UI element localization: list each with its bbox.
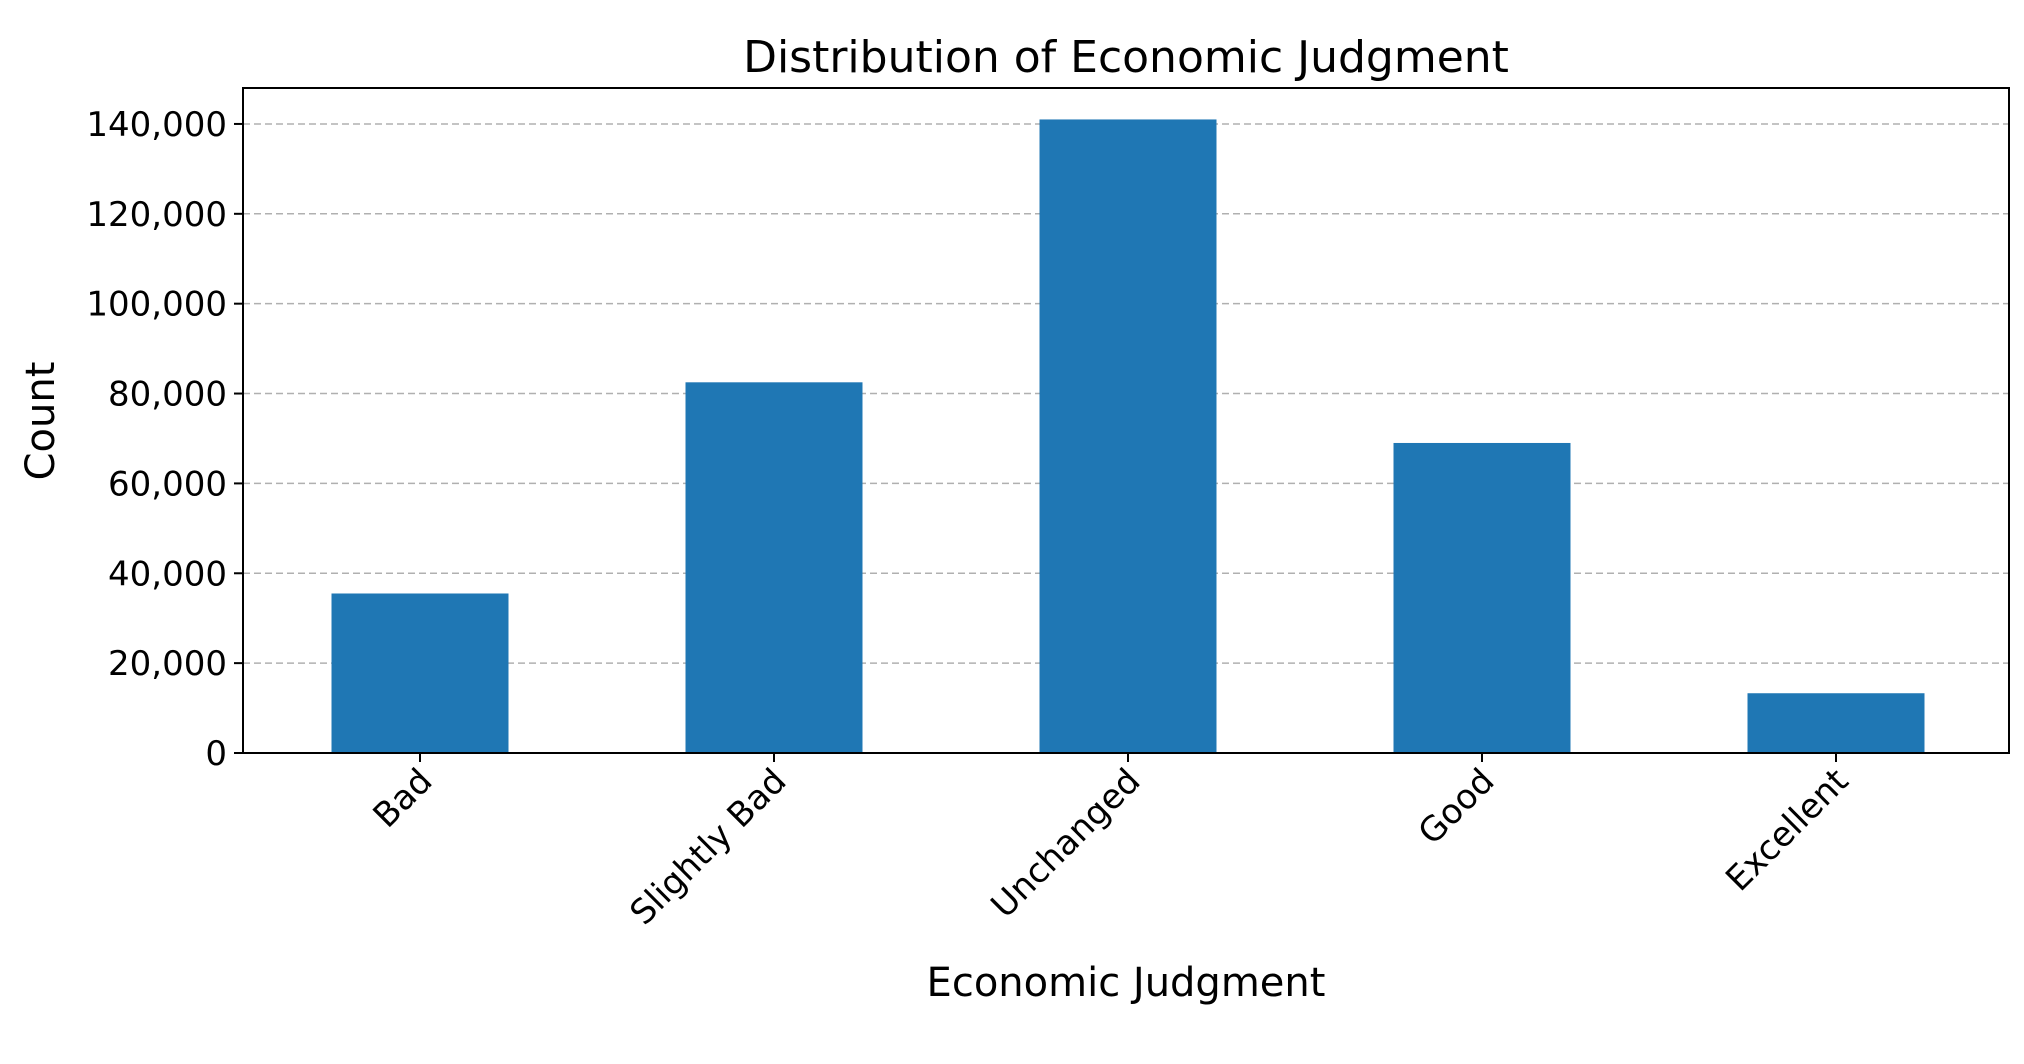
y-tick-label: 140,000 xyxy=(86,105,227,145)
y-axis-label: Count xyxy=(18,362,64,481)
y-tick-label: 100,000 xyxy=(86,285,227,325)
bar xyxy=(1393,442,1571,753)
x-tick-label: Excellent xyxy=(1718,761,1856,899)
x-axis-label: Economic Judgment xyxy=(927,960,1326,1006)
x-axis-ticks: Bad Slightly Bad Unchanged Good Excellent xyxy=(366,753,1856,933)
bar xyxy=(685,382,863,753)
bar xyxy=(331,593,509,753)
y-tick-label: 60,000 xyxy=(108,464,227,504)
x-tick-label: Good xyxy=(1411,761,1503,853)
y-tick-label: 0 xyxy=(205,734,227,774)
x-tick-label: Bad xyxy=(366,761,441,836)
bar xyxy=(1039,119,1217,754)
bars xyxy=(331,119,1925,754)
y-tick-label: 80,000 xyxy=(108,375,227,415)
y-tick-label: 120,000 xyxy=(86,195,227,235)
x-tick-label: Unchanged xyxy=(983,761,1148,926)
plot-frame xyxy=(242,87,2010,754)
y-tick-label: 40,000 xyxy=(108,554,227,594)
bar xyxy=(1747,693,1925,753)
y-axis-ticks: 0 20,000 40,000 60,000 80,000 100,000 120,000 1… xyxy=(86,105,243,774)
x-tick-label: Slightly Bad xyxy=(622,761,794,933)
y-tick-label: 20,000 xyxy=(108,644,227,684)
chart-title: Distribution of Economic Judgment xyxy=(743,32,1509,83)
